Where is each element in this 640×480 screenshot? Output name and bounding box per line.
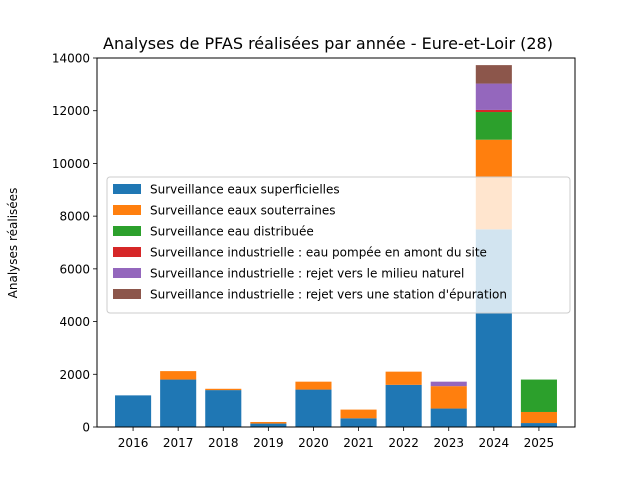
x-tick-label-2021: 2021 bbox=[343, 436, 374, 450]
bar-2025-series-2 bbox=[520, 411, 557, 424]
legend-label-3: Surveillance eau distribuée bbox=[150, 225, 314, 239]
x-tick-label-2022: 2022 bbox=[388, 436, 419, 450]
y-tick-label-8000: 8000 bbox=[59, 210, 90, 224]
bar-2024-series-5 bbox=[475, 83, 512, 110]
bar-2024-series-3 bbox=[475, 112, 512, 140]
legend: Surveillance eaux superficielles Surveill… bbox=[106, 176, 571, 314]
bar-2020-series-2 bbox=[295, 381, 332, 390]
bar-2022-series-2 bbox=[385, 371, 422, 385]
bar-2021-series-1 bbox=[340, 418, 377, 427]
bar-2024-series-6 bbox=[475, 65, 512, 84]
bar-2020-series-1 bbox=[295, 389, 332, 427]
bar-2016-series-1 bbox=[115, 395, 152, 427]
y-tick-label-10000: 10000 bbox=[52, 157, 90, 171]
x-tick-label-2018: 2018 bbox=[208, 436, 239, 450]
legend-label-1: Surveillance eaux superficielles bbox=[150, 183, 340, 197]
legend-label-2: Surveillance eaux souterraines bbox=[150, 204, 336, 218]
y-tick-label-4000: 4000 bbox=[59, 315, 90, 329]
legend-swatch-4 bbox=[113, 247, 141, 257]
bar-2022-series-1 bbox=[385, 384, 422, 427]
bar-2024-series-4 bbox=[475, 109, 512, 113]
y-axis: 0 2000 4000 6000 8000 10000 12000 14000 bbox=[52, 52, 97, 435]
bar-2023-series-5 bbox=[430, 381, 467, 387]
legend-swatch-2 bbox=[113, 205, 141, 215]
bar-2021-series-2 bbox=[340, 409, 377, 419]
legend-label-5: Surveillance industrielle : rejet vers l… bbox=[150, 267, 464, 281]
bar-2017-series-2 bbox=[160, 371, 197, 380]
bar-2018-series-2 bbox=[205, 388, 242, 391]
bar-2018-series-1 bbox=[205, 390, 242, 427]
x-tick-label-2023: 2023 bbox=[433, 436, 464, 450]
x-tick-label-2024: 2024 bbox=[479, 436, 510, 450]
x-tick-label-2020: 2020 bbox=[298, 436, 329, 450]
legend-swatch-3 bbox=[113, 226, 141, 236]
y-tick-label-6000: 6000 bbox=[59, 262, 90, 276]
x-tick-label-2016: 2016 bbox=[118, 436, 149, 450]
bar-2025-series-3 bbox=[520, 379, 557, 412]
y-tick-label-12000: 12000 bbox=[52, 104, 90, 118]
y-tick-label-0: 0 bbox=[82, 421, 90, 435]
x-axis: 2016 2017 2018 2019 2020 2021 2022 2023 2024 2025 bbox=[118, 427, 554, 450]
legend-swatch-1 bbox=[113, 184, 141, 194]
x-tick-label-2017: 2017 bbox=[163, 436, 194, 450]
plot-frame bbox=[96, 57, 576, 428]
chart-title: Analyses de PFAS réalisées par année - E… bbox=[103, 34, 553, 53]
bar-2019-series-1 bbox=[250, 423, 287, 427]
x-tick-label-2025: 2025 bbox=[524, 436, 555, 450]
x-tick-label-2019: 2019 bbox=[253, 436, 284, 450]
y-axis-label: Analyses réalisées bbox=[6, 188, 20, 299]
bar-2017-series-1 bbox=[160, 379, 197, 427]
legend-frame bbox=[106, 176, 571, 314]
legend-label-4: Surveillance industrielle : eau pompée e… bbox=[150, 246, 487, 260]
y-tick-label-2000: 2000 bbox=[59, 368, 90, 382]
bar-2023-series-1 bbox=[430, 408, 467, 427]
bar-2019-series-2 bbox=[250, 421, 287, 424]
legend-label-6: Surveillance industrielle : rejet vers u… bbox=[150, 288, 507, 302]
legend-swatch-6 bbox=[113, 289, 141, 299]
legend-swatch-5 bbox=[113, 268, 141, 278]
bar-2025-series-1 bbox=[520, 423, 557, 427]
y-tick-label-14000: 14000 bbox=[52, 52, 90, 66]
bar-2023-series-2 bbox=[430, 386, 467, 409]
